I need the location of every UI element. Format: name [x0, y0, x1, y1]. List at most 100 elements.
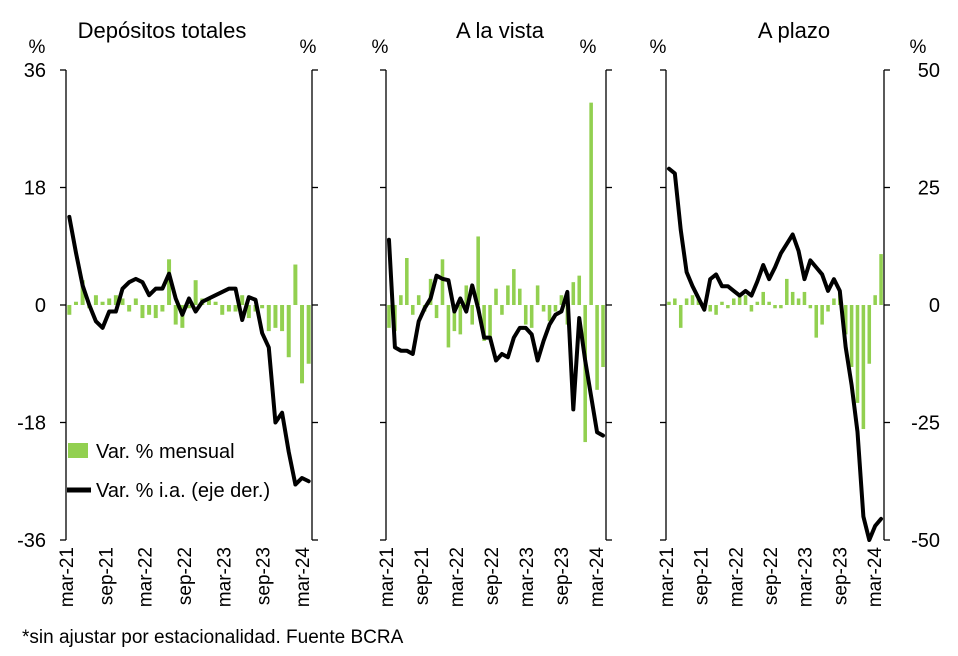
- bar-mensual: [547, 305, 552, 322]
- left-tick-label: -36: [17, 530, 46, 552]
- bar-mensual: [187, 305, 191, 309]
- bar-mensual: [802, 291, 807, 305]
- bar-mensual: [260, 305, 265, 309]
- bar-mensual: [140, 305, 145, 319]
- bar-mensual: [855, 305, 860, 403]
- bar-mensual: [153, 305, 158, 319]
- legend-bar-label: Var. % mensual: [96, 441, 235, 463]
- left-tick-label: -18: [17, 413, 46, 435]
- bar-mensual: [879, 254, 883, 305]
- bar-mensual: [240, 295, 245, 305]
- bar-mensual: [589, 102, 593, 305]
- x-tick-label: mar-24: [587, 547, 608, 608]
- bar-mensual: [206, 298, 211, 305]
- bar-mensual: [785, 278, 789, 305]
- bar-mensual: [601, 305, 605, 368]
- left-axis-unit: %: [650, 37, 667, 58]
- bar-mensual: [678, 305, 683, 328]
- bar-mensual: [861, 305, 866, 430]
- bar-mensual: [93, 295, 98, 305]
- bar-mensual: [500, 305, 504, 315]
- panel-title: A plazo: [758, 18, 830, 43]
- x-tick-label: sep-21: [96, 547, 117, 605]
- bar-mensual: [559, 295, 564, 305]
- bar-mensual: [446, 305, 451, 348]
- bar-mensual: [779, 305, 783, 309]
- x-tick-label: mar-21: [657, 547, 678, 607]
- bar-mensual: [488, 305, 492, 338]
- legend: Var. % mensual Var. % i.a. (eje der.): [67, 441, 270, 502]
- bar-mensual: [113, 295, 118, 305]
- left-tick-label: 18: [24, 178, 46, 200]
- right-axis-unit: %: [580, 37, 597, 58]
- bar-mensual: [553, 305, 558, 312]
- bar-mensual: [470, 305, 474, 325]
- bar-mensual: [266, 305, 271, 332]
- x-tick-label: sep-21: [412, 547, 433, 605]
- bar-mensual: [246, 305, 251, 319]
- bar-mensual: [832, 298, 836, 305]
- bar-mensual: [826, 305, 830, 312]
- bar-mensual: [808, 305, 813, 309]
- bar-mensual: [867, 305, 872, 364]
- line-interanual: [666, 166, 884, 542]
- bar-mensual: [790, 291, 795, 305]
- x-tick-label: sep-23: [830, 547, 851, 605]
- bar-mensual: [873, 295, 877, 305]
- bar-mensual: [280, 305, 285, 332]
- bar-mensual: [306, 305, 311, 364]
- bar-mensual: [529, 305, 534, 328]
- legend-line-label: Var. % i.a. (eje der.): [96, 480, 270, 502]
- bar-mensual: [147, 305, 152, 315]
- bar-mensual: [160, 305, 165, 312]
- x-tick-label: sep-21: [692, 547, 713, 605]
- bar-mensual: [213, 301, 218, 305]
- bar-mensual: [173, 305, 178, 325]
- bar-mensual: [849, 305, 854, 368]
- bar-mensual: [127, 305, 132, 312]
- bar-mensual: [796, 298, 801, 305]
- x-tick-label: mar-24: [865, 547, 886, 608]
- right-tick-label: 50: [918, 60, 940, 82]
- bar-mensual: [773, 305, 777, 309]
- line-interanual: [386, 237, 606, 438]
- x-tick-label: mar-22: [136, 547, 157, 607]
- bar-mensual: [684, 298, 689, 305]
- bar-mensual: [720, 301, 724, 305]
- x-tick-label: mar-23: [214, 547, 235, 607]
- right-tick-label: -50: [911, 530, 940, 552]
- bar-mensual: [512, 269, 516, 305]
- x-tick-label: sep-22: [761, 547, 782, 605]
- bar-mensual: [518, 288, 522, 305]
- bar-mensual: [440, 259, 445, 305]
- x-tick-label: mar-24: [293, 547, 314, 608]
- bar-mensual: [577, 275, 582, 306]
- line-interanual: [67, 214, 311, 487]
- bar-mensual: [458, 305, 463, 335]
- bar-mensual: [506, 285, 510, 305]
- bar-mensual: [843, 305, 848, 335]
- panel-a-la-vista: A la vista% % mar-21 sep-21 mar-22 sep-22 mar-…: [372, 18, 612, 607]
- bar-mensual: [814, 305, 819, 338]
- left-axis-unit: %: [29, 37, 46, 58]
- bar-mensual: [226, 305, 231, 312]
- bar-mensual: [273, 305, 278, 328]
- bar-mensual: [595, 305, 599, 390]
- right-axis-unit: %: [300, 37, 317, 58]
- right-tick-label: 25: [918, 178, 940, 200]
- legend-bar-swatch: [68, 443, 88, 458]
- x-tick-label: mar-21: [57, 547, 78, 607]
- bar-mensual: [286, 305, 291, 358]
- x-tick-label: mar-22: [726, 547, 747, 607]
- bar-mensual: [464, 285, 469, 305]
- x-tick-label: sep-22: [482, 547, 503, 605]
- bar-mensual: [120, 298, 125, 305]
- x-tick-label: mar-23: [517, 547, 538, 607]
- bar-mensual: [731, 298, 736, 305]
- bar-mensual: [405, 258, 409, 305]
- left-axis-unit: %: [372, 37, 389, 58]
- bar-mensual: [714, 305, 718, 315]
- bar-mensual: [107, 298, 112, 305]
